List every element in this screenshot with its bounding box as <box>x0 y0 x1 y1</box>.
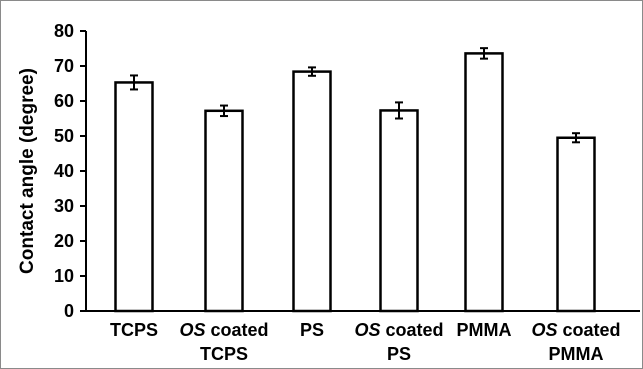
y-tick-label: 40 <box>54 161 74 181</box>
x-category-label: OS coated TCPS <box>179 320 268 364</box>
bar <box>114 81 154 313</box>
bar <box>556 136 596 313</box>
x-category-label: OS coated PMMA <box>531 320 620 364</box>
y-tick-label: 10 <box>54 266 74 286</box>
x-category-label: OS coated PS <box>354 320 443 364</box>
bar <box>292 70 332 313</box>
y-tick-label: 50 <box>54 126 74 146</box>
y-tick-label: 20 <box>54 231 74 251</box>
x-category-label: PMMA <box>457 320 512 340</box>
y-tick-label: 0 <box>64 301 74 321</box>
y-tick-label: 30 <box>54 196 74 216</box>
x-category-label: TCPS <box>110 320 158 340</box>
bar <box>379 109 419 313</box>
y-axis-label: Contact angle (degree) <box>17 68 38 274</box>
y-tick-label: 80 <box>54 21 74 41</box>
x-category-label: PS <box>300 320 324 340</box>
y-tick-label: 70 <box>54 56 74 76</box>
bar <box>464 52 504 313</box>
bar <box>204 109 244 313</box>
y-tick-label: 60 <box>54 91 74 111</box>
